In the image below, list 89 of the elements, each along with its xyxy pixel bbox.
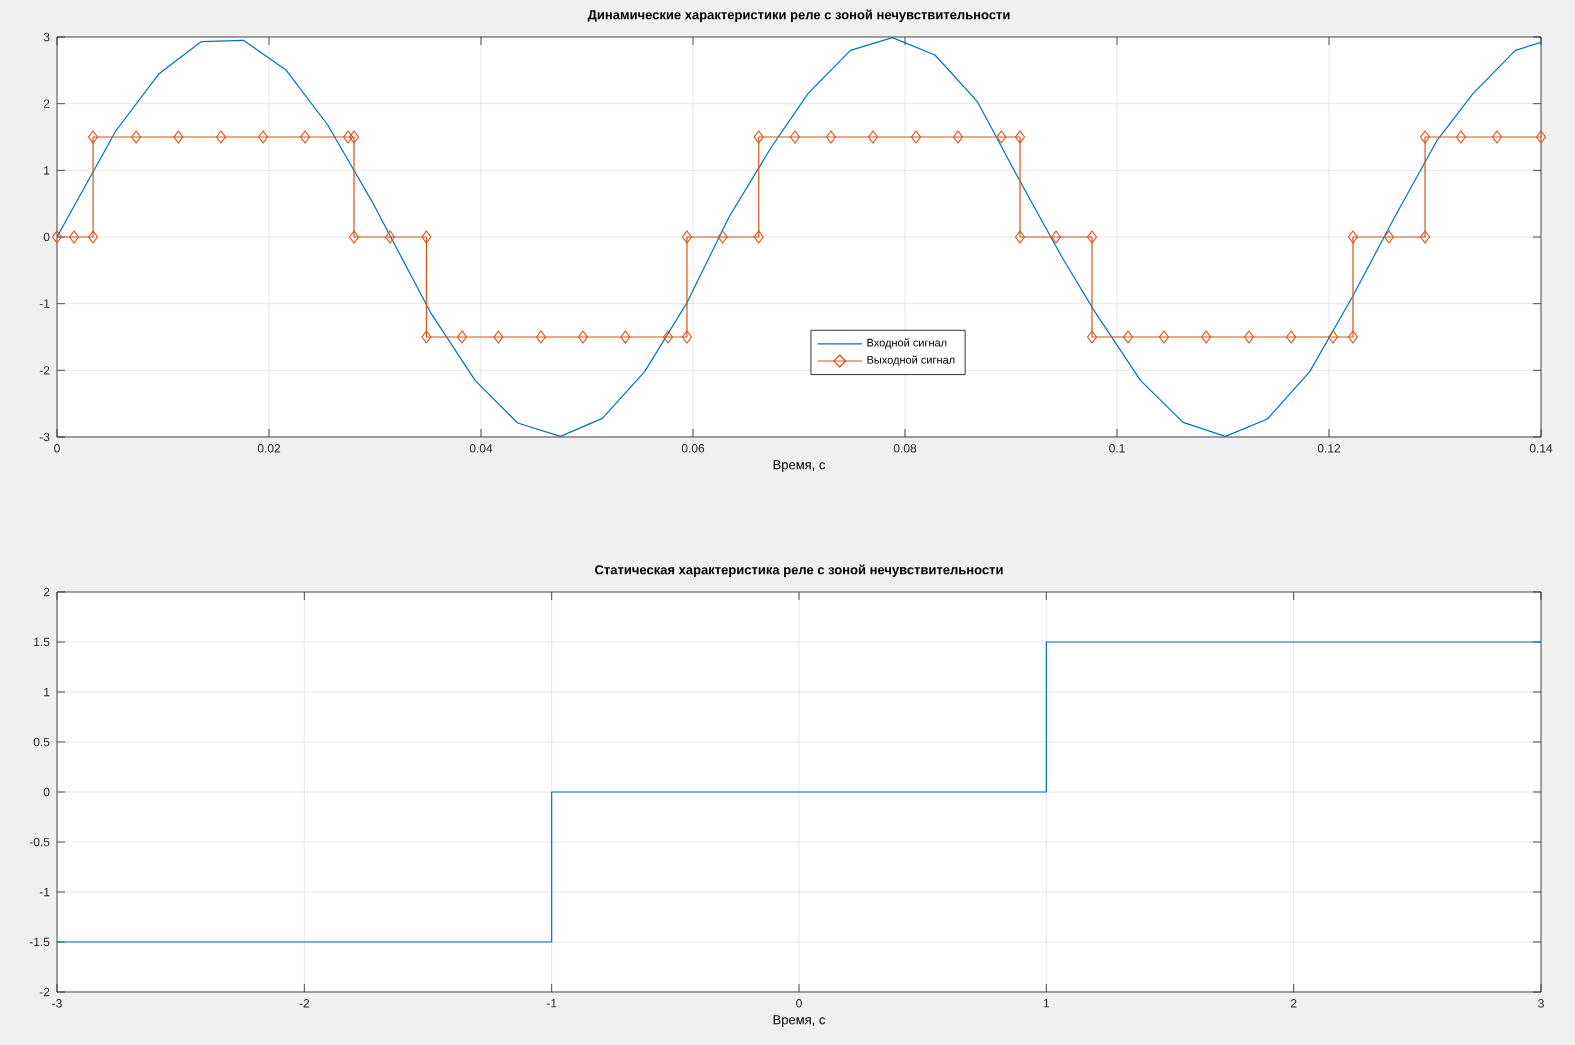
point — [348, 130, 360, 144]
point — [68, 230, 80, 244]
y-tick-label: -2 — [39, 987, 50, 997]
y-tick-label: 1 — [44, 687, 50, 697]
x-tick-label: 0.12 — [1317, 444, 1341, 453]
x-axis-title: Время, с — [773, 1015, 826, 1027]
point — [1535, 130, 1547, 144]
point — [1327, 330, 1339, 344]
y-tick-label: -1 — [39, 299, 50, 308]
point — [535, 330, 547, 344]
x-tick-label: 0.04 — [469, 444, 493, 453]
x-tick-label: 0 — [54, 444, 60, 453]
y-tick-label: -1 — [39, 887, 50, 897]
point — [421, 230, 432, 244]
point — [173, 130, 184, 144]
x-tick-label: -3 — [52, 999, 62, 1008]
point — [1014, 230, 1026, 244]
point — [51, 230, 63, 244]
point — [996, 130, 1007, 144]
point — [87, 230, 99, 244]
y-tick-label: 2 — [43, 587, 50, 597]
point — [493, 330, 504, 344]
point — [717, 230, 728, 244]
y-tick-label: -2 — [39, 366, 50, 375]
y-tick-label: 2 — [43, 99, 50, 108]
x-tick-label: -1 — [546, 999, 557, 1008]
point — [620, 330, 631, 344]
chart-title: Статическая характеристика реле с зоной нечувствительности — [595, 564, 1003, 577]
x-tick-label: 0.02 — [257, 444, 281, 453]
point — [1014, 130, 1026, 144]
x-tick-label: 0.06 — [681, 444, 705, 453]
point — [1086, 330, 1098, 344]
x-tick-label: 3 — [1538, 999, 1544, 1008]
point — [421, 330, 432, 344]
chart-title: Динамические характеристики реле с зоной нечувствительности — [587, 9, 1010, 22]
point — [1050, 230, 1062, 244]
point — [1158, 330, 1170, 344]
point — [456, 330, 468, 344]
point — [1383, 230, 1395, 244]
point — [1122, 330, 1134, 344]
y-tick-label: -1.5 — [29, 937, 50, 947]
x-tick-label: 0 — [796, 999, 802, 1008]
point — [753, 230, 764, 244]
point — [789, 130, 801, 144]
point — [1491, 130, 1503, 144]
point — [662, 330, 674, 344]
line-series — [57, 37, 1542, 437]
x-tick-label: -2 — [299, 999, 310, 1008]
point — [867, 130, 879, 144]
point — [681, 230, 693, 244]
point — [681, 330, 693, 344]
y-tick-label: 0 — [43, 787, 50, 797]
x-tick-label: 2 — [1290, 999, 1297, 1008]
y-tick-label: 3 — [43, 32, 50, 42]
point — [910, 130, 922, 144]
x-tick-label: 1 — [1043, 999, 1050, 1008]
point — [1347, 230, 1359, 244]
y-tick-label: -0.5 — [29, 837, 50, 847]
point — [577, 330, 589, 344]
x-axis-title: Время, с — [773, 460, 826, 472]
point — [215, 130, 227, 144]
point — [1243, 330, 1255, 344]
y-tick-label: 0 — [43, 232, 50, 242]
point — [299, 130, 311, 144]
point — [825, 130, 837, 144]
point — [753, 130, 764, 144]
y-tick-label: -3 — [39, 432, 50, 442]
point — [348, 230, 360, 244]
point — [1285, 330, 1297, 344]
point — [384, 230, 396, 244]
point — [1086, 230, 1098, 244]
point — [1347, 330, 1359, 344]
legend-label: Выходной сигнал — [867, 355, 955, 366]
point — [1419, 130, 1431, 144]
x-tick-label: 0.14 — [1529, 444, 1553, 453]
y-tick-label: 1 — [44, 166, 50, 175]
point — [952, 130, 964, 144]
legend-label: Входной сигнал — [867, 338, 947, 349]
x-tick-label: 0.1 — [1109, 444, 1125, 453]
y-tick-label: 1.5 — [34, 637, 50, 647]
point — [1455, 130, 1467, 144]
point — [87, 130, 99, 144]
point — [1200, 330, 1212, 344]
point — [342, 130, 354, 144]
point — [1419, 230, 1431, 244]
point — [130, 130, 142, 144]
point — [257, 130, 269, 144]
x-tick-label: 0.08 — [893, 444, 917, 453]
y-tick-label: 0.5 — [33, 737, 50, 747]
